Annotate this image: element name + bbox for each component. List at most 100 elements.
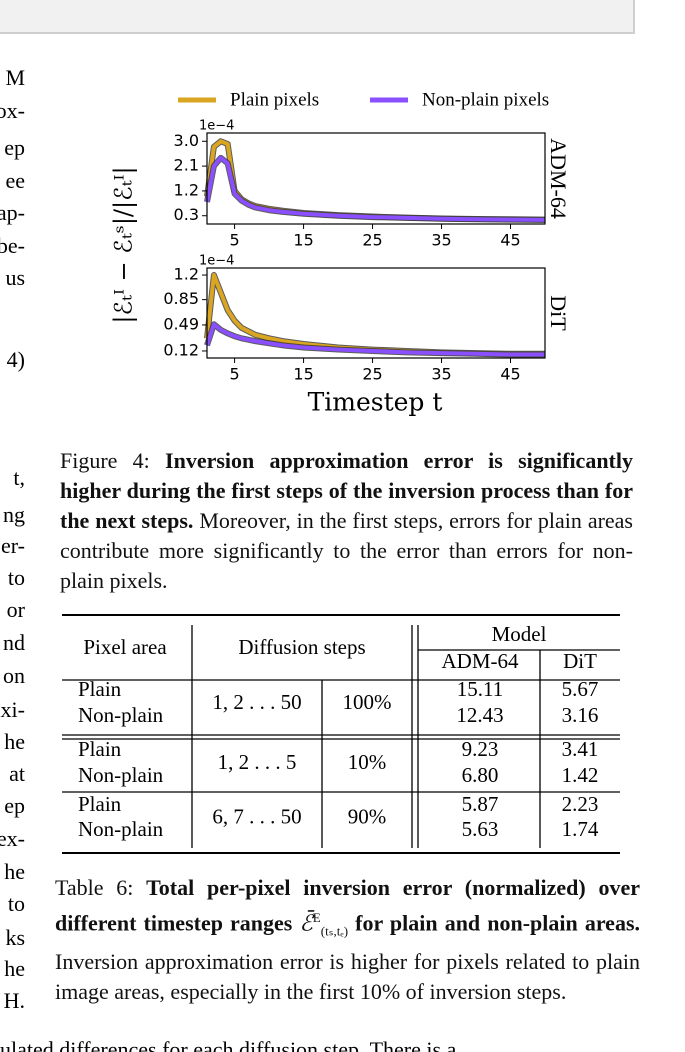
chart-title: ADM-64 [546,138,571,219]
cell: Plain [78,737,122,761]
cell: Plain [78,792,122,816]
cell: 3.41 [562,737,599,761]
chart-title: DiT [546,295,571,331]
cell: Non-plain [78,817,164,841]
left-fragment: ox- [0,98,25,123]
header-cell: Diffusion steps [238,635,365,659]
table-body: Plain 15.11 5.67 Non-plain 12.43 3.16 1, 2 . .… [78,677,599,841]
left-fragment: to [8,891,25,916]
table-rules [62,614,620,854]
y-tick-label: 0.49 [163,314,199,333]
cell: 90% [348,804,387,828]
series-line [204,154,546,223]
cell: 1, 2 . . . 5 [218,750,297,774]
left-fragment: 4) [7,347,25,372]
cell: 5.63 [462,817,499,841]
x-tick-label: 15 [293,365,313,384]
caption-bold: Total per-pixel inversion error (normali… [55,875,641,936]
left-fragment: he [4,729,25,754]
x-tick-label: 15 [293,231,313,250]
table-header: Pixel area Diffusion steps Model ADM-64 … [83,622,597,673]
caption-sub: (tₛ,tₑ) [320,923,349,939]
bottom-line: ulated differences for each diffusion st… [0,1037,457,1052]
left-column: Mox-ep ee ap-be-us 4) t, ng er-to or nd on xi-he at… [0,65,26,1013]
plot-frame [206,132,546,225]
y-axis-label: |ℰₜᴵ − ℰₜˢ|/|ℰₜᴵ| [110,166,139,323]
cell: 5.67 [562,677,599,701]
cell: 9.23 [462,737,499,761]
y-tick-label: 1.2 [174,265,199,284]
left-fragment: ks [5,925,25,950]
x-tick-label: 35 [431,365,451,384]
cell: 6.80 [462,763,499,787]
legend-label: Plain pixels [230,89,319,110]
header-cell: ADM-64 [442,649,519,673]
x-tick-label: 35 [431,231,451,250]
cell: 2.23 [562,792,599,816]
cell: Non-plain [78,703,164,727]
offset-label: 1e−4 [199,119,234,134]
left-fragment: ee [5,168,25,193]
cell: 1.74 [562,817,599,841]
series-line [205,322,545,357]
caption-label: Figure 4: [60,448,166,473]
plot-frame [206,267,546,359]
caption-label: Table 6: [55,875,147,900]
x-axis-label: Timestep t [308,388,443,417]
cell: 5.87 [462,792,499,816]
caption-bold: for plain and non-plain areas. [348,910,641,936]
left-fragment: ap- [0,200,25,225]
cell: Plain [78,677,122,701]
x-tick-label: 5 [229,231,239,250]
x-tick-label: 45 [500,365,520,384]
caption-symbol: ℰ̄ [299,910,313,936]
header-cell: Model [492,622,547,646]
cell: 100% [343,690,392,714]
left-fragment: M [5,65,25,90]
figure-caption: Figure 4: Inversion approximation error … [60,446,633,596]
left-fragment: he [4,956,25,981]
caption-bold: Inversion approximation error is signifi… [60,448,633,533]
left-fragment: t, [13,465,25,490]
y-tick-label: 2.1 [174,156,199,175]
x-tick-label: 25 [362,365,382,384]
header-cell: Pixel area [83,635,167,659]
y-tick-label: 1.2 [174,180,199,199]
left-fragment: us [5,265,25,290]
table-caption: Table 6: Total per-pixel inversion error… [55,873,640,1007]
left-fragment: ep [4,793,25,818]
y-tick-label: 3.0 [174,131,199,150]
x-tick-label: 45 [500,231,520,250]
y-tick-label: 0.85 [163,289,199,308]
left-fragment: at [9,761,25,786]
series-line [205,155,546,222]
x-tick-label: 5 [229,365,239,384]
cell: 3.16 [562,703,599,727]
left-fragment: on [3,663,25,688]
caption-text: Inversion approximation error is higher … [55,948,640,1004]
left-fragment: or [7,597,26,622]
cell: 1.42 [562,763,599,787]
left-fragment: xi- [1,697,25,722]
cell: 6, 7 . . . 50 [212,804,301,828]
left-fragment: to [8,565,25,590]
header-cell: DiT [563,649,597,673]
x-tick-label: 25 [362,231,382,250]
y-tick-label: 0.12 [163,340,199,359]
cell: Non-plain [78,763,164,787]
caption-text: Moreover, in the first steps, errors for… [60,508,633,593]
caption-sup: E [312,910,321,925]
left-fragment: be- [0,233,25,258]
left-fragment: er- [1,533,25,558]
cell: 12.43 [456,703,503,727]
left-fragment: he [4,859,25,884]
left-fragment: ep [4,135,25,160]
left-fragment: ng [3,502,25,527]
cell: 10% [348,750,387,774]
cell: 15.11 [457,677,503,701]
left-fragment: nd [3,630,25,655]
cell: 1, 2 . . . 50 [212,690,301,714]
left-fragment: H. [4,988,25,1013]
offset-label: 1e−4 [199,254,234,269]
